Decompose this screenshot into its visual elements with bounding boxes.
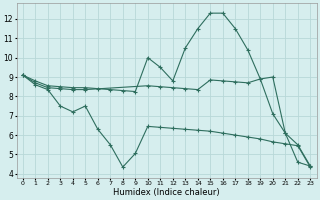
- X-axis label: Humidex (Indice chaleur): Humidex (Indice chaleur): [113, 188, 220, 197]
